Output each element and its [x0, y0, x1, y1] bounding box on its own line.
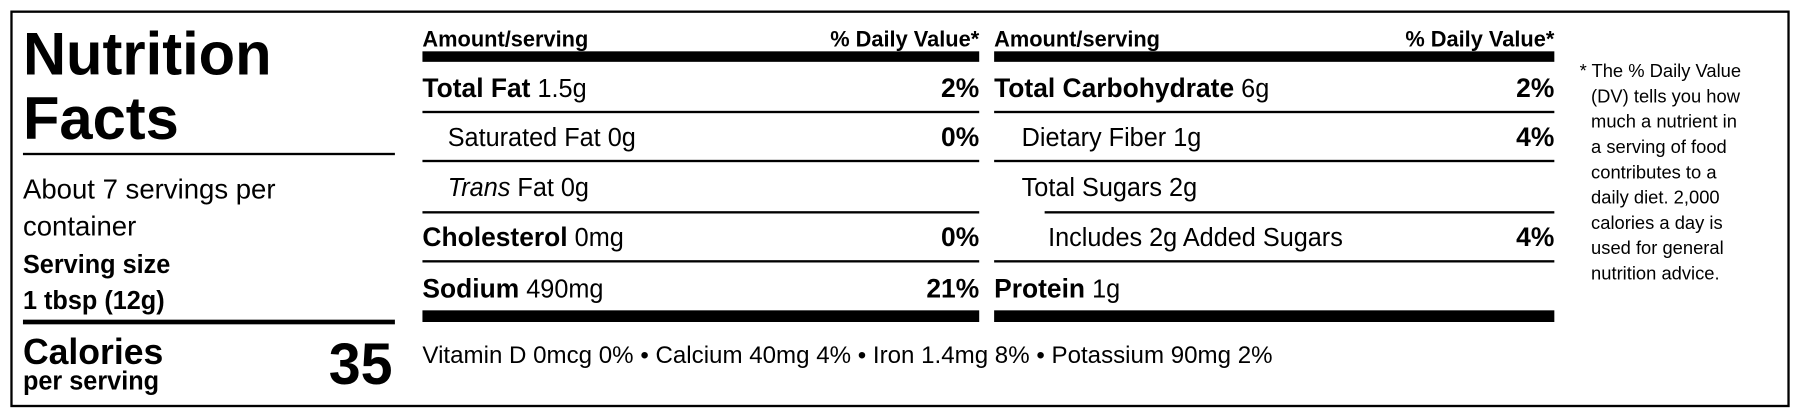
footnote-line: used for general [1591, 237, 1724, 258]
serving-size: 1 tbsp (12g) [23, 287, 165, 315]
nutrient-amount: 0g [561, 174, 589, 202]
rule [422, 159, 980, 163]
nutrient-name: Sodium [422, 273, 519, 303]
nutrient-name: Dietary Fiber [1022, 124, 1167, 152]
nutrient-amount: 1g [1173, 124, 1201, 152]
amount-header: Amount/serving [994, 27, 1160, 52]
footnote-line: (DV) tells you how [1591, 85, 1741, 106]
thick-rule [994, 51, 1555, 62]
amount-header: Amount/serving [422, 27, 588, 52]
daily-value: 2% [1516, 73, 1554, 103]
nutrient-name: Fat [517, 174, 553, 202]
thick-rule [422, 310, 980, 322]
nutrient-name: Protein [994, 273, 1085, 303]
rule [1044, 211, 1555, 214]
nutrient-name: Saturated Fat [448, 124, 601, 152]
thick-rule [994, 310, 1555, 322]
dv-header: % Daily Value* [1405, 27, 1554, 52]
nutrient-italic: Trans [448, 174, 511, 202]
calories-label: Calories [23, 332, 163, 372]
nutrient-row: Trans Fat 0g [448, 174, 589, 202]
nutrient-amount: 1g [1092, 275, 1120, 303]
rule [22, 152, 395, 156]
nutrient-row: Saturated Fat 0g [448, 124, 636, 152]
nutrient-amount: 0mg [575, 224, 624, 252]
nutrient-row: Total Carbohydrate 6g [994, 73, 1269, 103]
footnote-line: calories a day is [1591, 212, 1723, 233]
separator: • [640, 342, 648, 369]
nutrient-name: Total Carbohydrate [994, 73, 1234, 103]
nutrient-name: Includes 2g Added Sugars [1048, 224, 1343, 252]
calories-value: 35 [329, 332, 393, 397]
daily-value: 4% [1516, 222, 1554, 252]
daily-value: 4% [1516, 122, 1554, 152]
daily-value: 0% [941, 222, 979, 252]
daily-value: 0% [941, 122, 979, 152]
footnote-line: contributes to a [1591, 161, 1717, 182]
nutrient-row: Dietary Fiber 1g [1022, 124, 1202, 152]
rule [422, 110, 980, 114]
separator: • [858, 342, 866, 369]
nutrient-amount: 1.5g [537, 75, 586, 103]
nutrient-name: Cholesterol [422, 222, 567, 252]
rule [994, 110, 1555, 114]
calories-sub: per serving [23, 367, 159, 395]
nutrient-amount: 6g [1241, 75, 1269, 103]
footnote-line: a serving of food [1591, 136, 1727, 157]
label-border [10, 10, 1790, 408]
serving-size-label: Serving size [23, 251, 170, 279]
thick-rule [422, 51, 980, 62]
footnote-line: nutrition advice. [1591, 262, 1720, 283]
nutrient-name: Total Fat [422, 73, 530, 103]
daily-value: 21% [926, 273, 979, 303]
servings: container [23, 210, 136, 241]
nutrient-amount: 490mg [526, 275, 603, 303]
nutrient-row: Includes 2g Added Sugars [1048, 224, 1343, 252]
footnote-line: * The % Daily Value [1580, 60, 1742, 81]
rule [994, 260, 1555, 263]
micronutrient: Potassium 90mg 2% [1052, 342, 1273, 369]
rule [994, 159, 1555, 163]
rule [422, 211, 980, 214]
dv-header: % Daily Value* [830, 27, 979, 52]
servings: About 7 servings per [23, 173, 276, 204]
micronutrient: Iron 1.4mg 8% [873, 342, 1030, 369]
nutrient-row: Cholesterol 0mg [422, 222, 623, 252]
rule [422, 260, 980, 263]
nutrient-row: Total Sugars 2g [1022, 174, 1197, 202]
title-line: Nutrition [23, 20, 272, 88]
micronutrient: Calcium 40mg 4% [655, 342, 851, 369]
nutrient-row: Sodium 490mg [422, 273, 603, 303]
nutrient-row: Protein 1g [994, 273, 1120, 303]
footnote-line: daily diet. 2,000 [1591, 186, 1720, 207]
nutrient-row: Total Fat 1.5g [422, 73, 586, 103]
separator: • [1036, 342, 1044, 369]
rule [22, 319, 395, 325]
daily-value: 2% [941, 73, 979, 103]
micronutrient: Vitamin D 0mcg 0% [422, 342, 633, 369]
micronutrients: Vitamin D 0mcg 0% • Calcium 40mg 4% • Ir… [422, 342, 1272, 369]
nutrient-name: Total Sugars [1022, 174, 1162, 202]
nutrient-amount: 2g [1169, 174, 1197, 202]
title-line: Facts [23, 84, 179, 152]
footnote-line: much a nutrient in [1591, 110, 1737, 131]
nutrient-amount: 0g [608, 124, 636, 152]
